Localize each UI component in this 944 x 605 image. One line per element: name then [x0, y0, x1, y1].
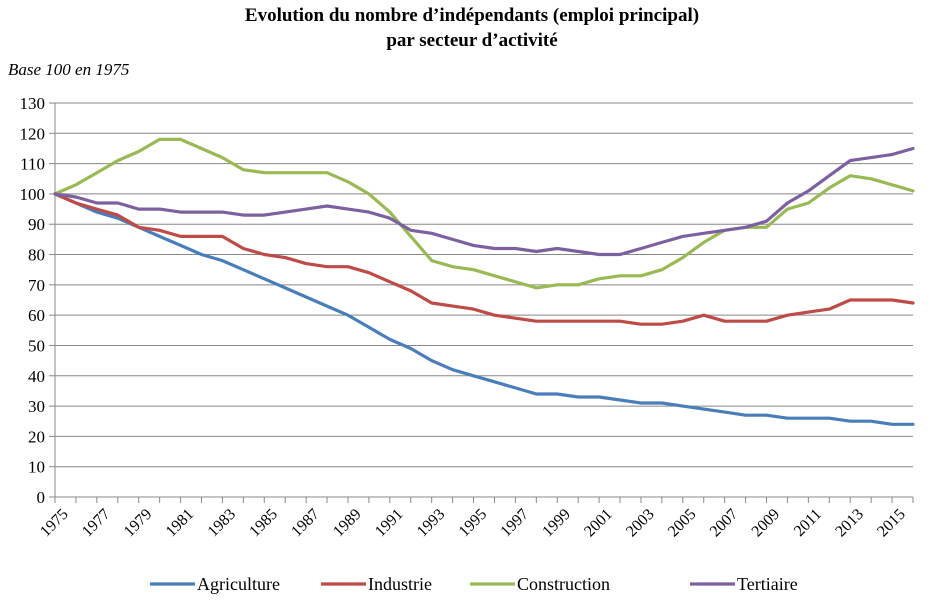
x-tick-label: 1983 [205, 506, 240, 541]
axes [54, 103, 913, 498]
y-tick-label: 80 [28, 246, 45, 265]
series-lines [53, 137, 915, 426]
chart-title: Evolution du nombre d’indépendants (empl… [244, 5, 700, 26]
x-tick-label: 1975 [37, 506, 72, 541]
y-tick-label: 30 [28, 397, 45, 416]
legend-label-industrie: Industrie [368, 574, 432, 594]
x-tick-label: 2011 [791, 506, 825, 540]
legend: Agriculture Industrie Construction Tertiair… [150, 574, 798, 594]
legend-label-tertiaire: Tertiaire [737, 574, 798, 594]
series-line-construction [53, 137, 915, 290]
y-tick-label: 70 [28, 276, 45, 295]
x-tick-label: 2015 [874, 506, 909, 541]
x-tick-label: 1995 [456, 506, 491, 541]
x-tick-label: 1977 [79, 506, 114, 541]
series-line-industrie [53, 192, 915, 326]
y-tick-label: 50 [28, 336, 45, 355]
y-tick-label: 120 [20, 124, 46, 143]
y-tick-label: 20 [28, 427, 45, 446]
y-tick-label: 130 [20, 94, 46, 113]
y-tick-label: 90 [28, 215, 45, 234]
x-tick-label: 1993 [414, 506, 449, 541]
x-tick-label: 2009 [749, 506, 784, 541]
x-tick-label: 2007 [707, 506, 742, 541]
x-tick-label: 1989 [330, 506, 365, 541]
y-axis-ticks: 0 10 20 30 40 50 60 70 80 90 100 110 120 130 [20, 94, 55, 507]
y-tick-label: 0 [37, 488, 46, 507]
chart-title-line2: par secteur d’activité [386, 30, 558, 51]
series-line-tertiaire [53, 146, 915, 257]
y-tick-label: 100 [20, 185, 46, 204]
x-tick-label: 1985 [246, 506, 281, 541]
x-tick-label: 2001 [581, 506, 616, 541]
x-tick-label: 2013 [832, 506, 867, 541]
legend-label-agriculture: Agriculture [197, 574, 280, 594]
y-tick-label: 60 [28, 306, 45, 325]
x-axis-ticks: 1975 1977 1979 1981 1983 1985 1987 1989 1991 1993… [37, 497, 914, 541]
x-tick-label: 1981 [163, 506, 198, 541]
legend-label-construction: Construction [517, 574, 610, 594]
x-tick-label: 2003 [623, 506, 658, 541]
chart-subtitle: Base 100 en 1975 [8, 60, 130, 79]
gridlines [55, 102, 913, 468]
x-tick-label: 1979 [121, 506, 156, 541]
y-tick-label: 40 [28, 367, 45, 386]
x-tick-label: 1987 [288, 506, 323, 541]
y-tick-label: 110 [20, 155, 45, 174]
x-tick-label: 1991 [372, 506, 407, 541]
x-tick-label: 1999 [539, 506, 574, 541]
x-tick-label: 1997 [497, 506, 532, 541]
y-tick-label: 10 [28, 458, 45, 477]
series-line-agriculture [53, 192, 915, 426]
x-tick-label: 2005 [665, 506, 700, 541]
